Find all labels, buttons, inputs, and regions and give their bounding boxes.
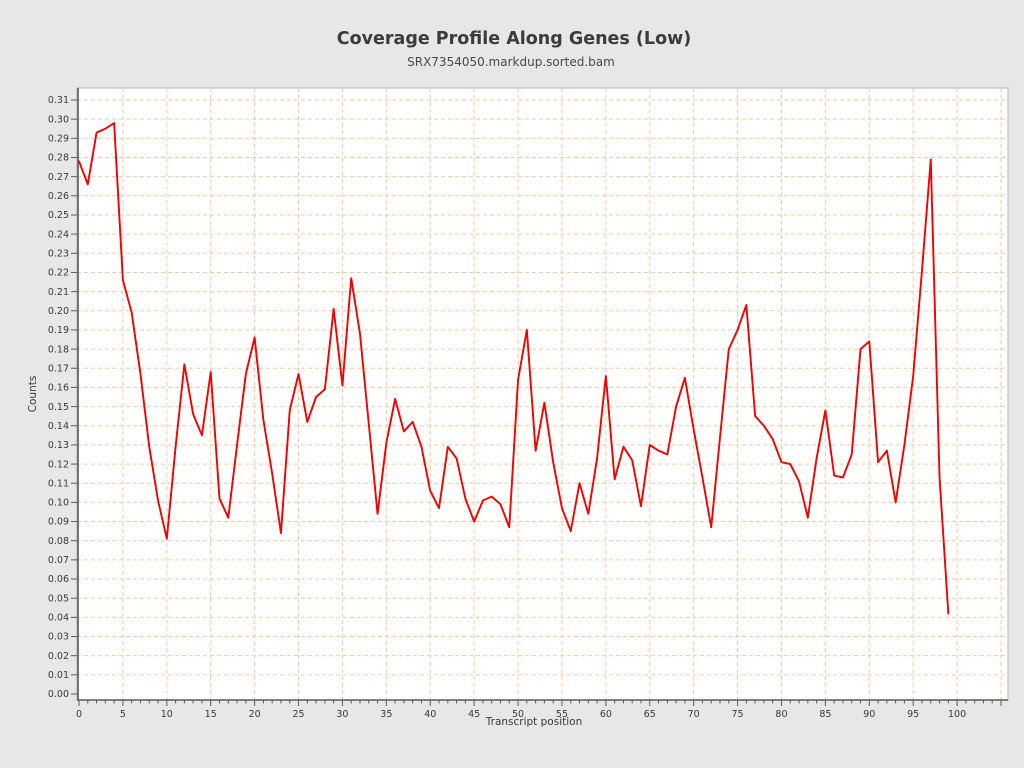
x-tick-label: 25 [292, 709, 304, 720]
y-tick-label: 0.23 [48, 248, 69, 259]
x-axis-label: Transcript position [485, 716, 582, 728]
y-tick-label: 0.16 [48, 383, 69, 394]
y-tick-label: 0.07 [48, 555, 69, 566]
y-tick-label: 0.20 [48, 306, 69, 317]
y-tick-label: 0.14 [48, 421, 69, 432]
x-tick-label: 85 [819, 709, 831, 720]
gridlines [77, 88, 1008, 700]
x-tick-label: 55 [556, 709, 568, 720]
y-tick-label: 0.10 [48, 498, 69, 509]
x-tick-label: 65 [644, 709, 656, 720]
y-tick-label: 0.11 [48, 478, 69, 489]
y-tick-label: 0.08 [48, 536, 69, 547]
x-tick-label: 45 [468, 709, 480, 720]
x-tick-label: 100 [948, 709, 966, 720]
y-tick-label: 0.22 [48, 268, 69, 279]
x-tick-label: 10 [161, 709, 173, 720]
y-tick-label: 0.31 [48, 95, 69, 106]
y-tick-label: 0.02 [48, 651, 69, 662]
y-tick-label: 0.29 [48, 134, 69, 145]
y-tick-label: 0.09 [48, 517, 69, 528]
y-tick-label: 0.17 [48, 363, 69, 374]
x-tick-label: 60 [600, 709, 612, 720]
x-tick-label: 90 [863, 709, 875, 720]
coverage-series-line [78, 122, 950, 615]
y-tick-label: 0.04 [48, 613, 69, 624]
y-tick-label: 0.18 [48, 344, 69, 355]
y-tick-label: 0.27 [48, 172, 69, 183]
y-tick-label: 0.13 [48, 440, 69, 451]
x-tick-label: 40 [424, 709, 436, 720]
y-tick-label: 0.15 [48, 402, 69, 413]
y-tick-label: 0.25 [48, 210, 69, 221]
y-tick-label: 0.03 [48, 632, 69, 643]
y-tick-label: 0.24 [48, 229, 69, 240]
y-tick-label: 0.00 [48, 689, 69, 700]
y-tick-label: 0.21 [48, 287, 69, 298]
y-tick-label: 0.28 [48, 153, 69, 164]
y-tick-label: 0.06 [48, 574, 69, 585]
y-tick-label: 0.26 [48, 191, 69, 202]
x-tick-label: 15 [205, 709, 217, 720]
y-tick-label: 0.30 [48, 114, 69, 125]
y-axis-label: Counts [27, 376, 39, 413]
plot-area [76, 87, 1009, 701]
x-tick-label: 35 [380, 709, 392, 720]
x-tick-label: 0 [76, 709, 82, 720]
x-tick-label: 95 [907, 709, 919, 720]
axis-lines [77, 88, 1008, 701]
chart-title: Coverage Profile Along Genes (Low) [337, 29, 692, 49]
x-tick-label: 50 [512, 709, 524, 720]
y-tick-label: 0.12 [48, 459, 69, 470]
x-tick-label: 80 [775, 709, 787, 720]
chart-subtitle: SRX7354050.markdup.sorted.bam [407, 55, 615, 69]
y-tick-label: 0.05 [48, 593, 69, 604]
x-tick-label: 75 [732, 709, 744, 720]
x-tick-label: 30 [336, 709, 348, 720]
y-tick-label: 0.01 [48, 670, 69, 681]
y-tick-label: 0.19 [48, 325, 69, 336]
x-tick-label: 20 [249, 709, 261, 720]
x-tick-label: 70 [688, 709, 700, 720]
x-tick-label: 5 [120, 709, 126, 720]
